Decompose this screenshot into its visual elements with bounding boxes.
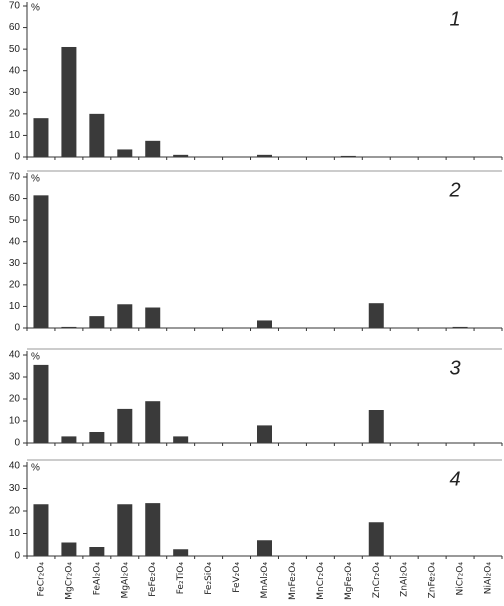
x-tick-label: Fe₂SiO₄ [204,562,214,595]
bar [117,504,133,556]
y-tick-label: 10 [9,416,21,427]
y-tick-label: 30 [9,87,21,98]
x-tick-label: MnAl₂O₄ [260,562,270,599]
x-tick-label: FeAl₂O₄ [92,562,102,596]
x-tick-label: ZnFe₂O₄ [428,562,438,599]
bar [257,540,272,556]
bar [257,320,272,328]
bar [340,155,356,157]
y-tick-label: 30 [9,372,21,383]
bar [117,149,133,157]
panel-title: 3 [449,357,460,379]
y-tick-label: 20 [9,279,21,290]
x-tick-label: FeCr₂O₄ [36,562,46,597]
bar [145,307,161,328]
bar [173,436,189,443]
bar [33,364,49,443]
y-axis-label: % [31,463,40,474]
y-tick-label: 20 [9,506,21,517]
y-axis-label: % [31,174,40,185]
y-tick-label: 50 [9,44,21,55]
x-tick-label: NiCr₂O₄ [456,562,466,596]
bar [33,195,49,328]
bar [173,154,189,157]
y-tick-label: 60 [9,22,21,33]
x-tick-label: NiAl₂O₄ [484,562,494,595]
x-tick-label: FeFe₂O₄ [148,562,158,597]
x-tick-label: MnCr₂O₄ [316,562,326,600]
bar [368,522,384,556]
y-axis-label: % [31,352,40,363]
y-tick-label: 30 [9,483,21,494]
bar [368,410,384,443]
bar [368,303,384,328]
x-tick-label: Fe₂TiO₄ [176,562,186,595]
bar [145,503,161,556]
bar [33,118,49,157]
y-tick-label: 0 [14,323,20,334]
bar [89,547,105,556]
x-tick-label: MgAl₂O₄ [120,562,130,599]
bar [61,46,77,157]
bar [89,432,105,443]
y-tick-label: 20 [9,108,21,119]
bar [33,504,49,556]
panel-title: 2 [448,179,460,201]
y-tick-label: 50 [9,215,21,226]
bar [145,401,161,443]
x-tick-label: FeV₂O₄ [232,562,242,593]
bar [61,436,77,443]
y-tick-label: 70 [9,1,21,12]
bar [89,113,105,157]
x-tick-label: ZnCr₂O₄ [372,562,382,599]
y-tick-label: 40 [9,461,21,472]
y-tick-label: 20 [9,394,21,405]
y-tick-label: 70 [9,172,21,183]
x-tick-label: ZnAl₂O₄ [400,562,410,597]
y-tick-label: 10 [9,130,21,141]
panel-title: 1 [449,8,460,30]
y-tick-label: 0 [14,551,20,562]
panel-title: 4 [449,468,460,490]
bar [452,326,468,328]
bar [257,154,272,157]
bar [117,408,133,443]
x-tick-label: MgFe₂O₄ [344,562,354,600]
y-tick-label: 60 [9,193,21,204]
bar [145,140,161,157]
bar [61,542,77,556]
bar [117,304,133,328]
y-tick-label: 40 [9,350,21,361]
y-tick-label: 40 [9,65,21,76]
bar [173,549,189,556]
y-axis-label: % [31,3,40,14]
x-tick-label: MgCr₂O₄ [64,562,74,600]
y-tick-label: 30 [9,258,21,269]
y-tick-label: 0 [14,438,20,449]
x-tick-label: MnFe₂O₄ [288,562,298,600]
bar [61,326,77,328]
y-tick-label: 0 [14,152,20,163]
bar [257,425,272,443]
bar [89,316,105,328]
y-tick-label: 10 [9,301,21,312]
y-tick-label: 10 [9,528,21,539]
y-tick-label: 40 [9,236,21,247]
